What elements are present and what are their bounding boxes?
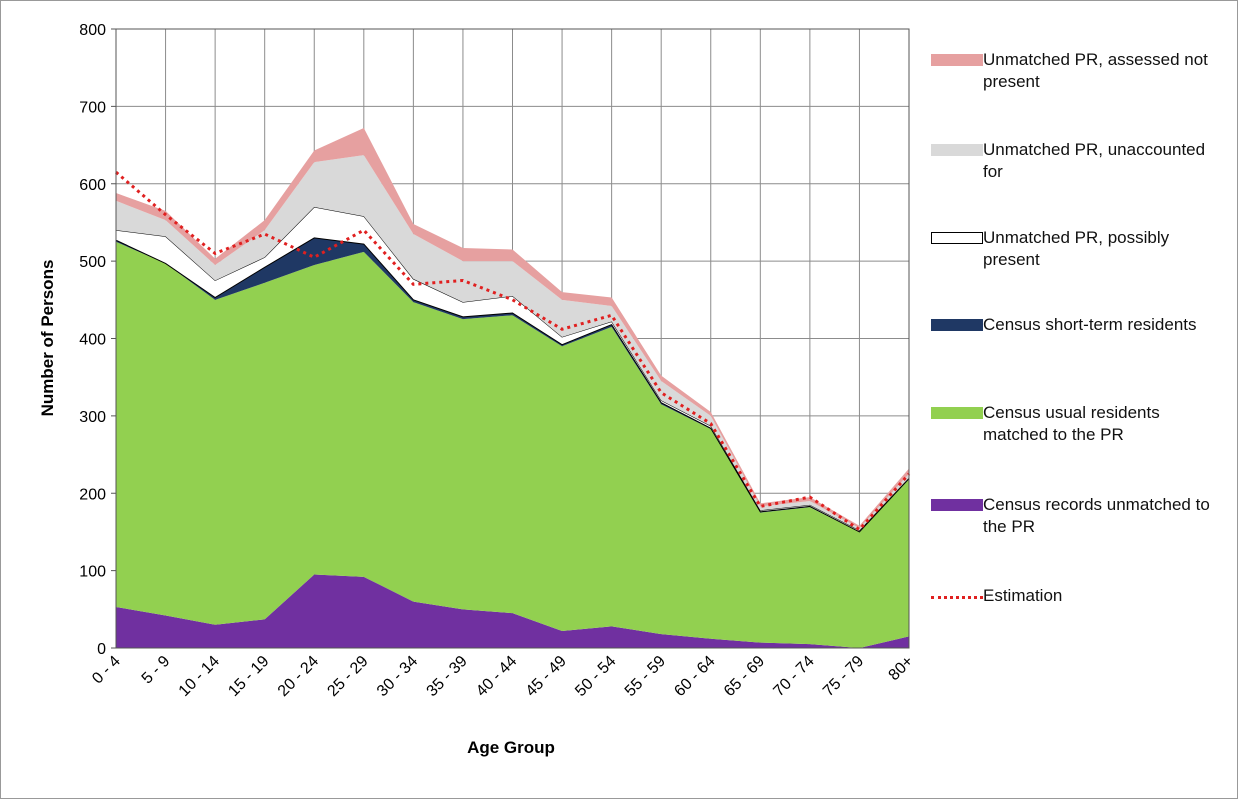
legend-swatch bbox=[931, 232, 983, 244]
legend-label: Census short-term residents bbox=[983, 315, 1197, 334]
y-tick-label: 100 bbox=[79, 564, 106, 581]
y-tick-label: 300 bbox=[79, 409, 106, 426]
x-tick-label: 40 - 44 bbox=[473, 653, 520, 700]
x-tick-label: 55 - 59 bbox=[622, 653, 669, 700]
legend-swatch bbox=[931, 499, 983, 511]
y-tick-label: 200 bbox=[79, 486, 106, 503]
x-tick-label: 10 - 14 bbox=[176, 653, 223, 700]
x-tick-label: 0 - 4 bbox=[89, 653, 124, 688]
x-tick-label: 80+ bbox=[886, 653, 917, 684]
x-tick-label: 15 - 19 bbox=[225, 653, 272, 700]
legend-item: Census short-term residents bbox=[931, 314, 1213, 336]
x-tick-label: 30 - 34 bbox=[374, 653, 421, 700]
legend-label: Unmatched PR, assessed not present bbox=[983, 50, 1208, 91]
legend-item: Unmatched PR, assessed not present bbox=[931, 49, 1213, 93]
legend-label: Estimation bbox=[983, 586, 1063, 605]
legend-label: Census usual residents matched to the PR bbox=[983, 403, 1160, 444]
chart: Age Group Number of Persons 0 100 200 300 40… bbox=[38, 22, 917, 757]
x-tick-label: 60 - 64 bbox=[671, 653, 718, 700]
y-tick-label: 600 bbox=[79, 177, 106, 194]
y-tick-label: 0 bbox=[97, 641, 106, 658]
x-tick-label: 65 - 69 bbox=[721, 653, 768, 700]
y-tick-label: 700 bbox=[79, 99, 106, 116]
x-axis-title: Age Group bbox=[467, 738, 555, 757]
legend-swatch bbox=[931, 144, 983, 156]
y-axis-title: Number of Persons bbox=[38, 260, 57, 417]
y-tick-label: 500 bbox=[79, 254, 106, 271]
legend-item: Unmatched PR, possibly present bbox=[931, 227, 1213, 271]
legend-swatch bbox=[931, 407, 983, 419]
plot-border bbox=[115, 28, 910, 649]
x-tick-label: 25 - 29 bbox=[324, 653, 371, 700]
estimation-line bbox=[115, 171, 911, 532]
legend-swatch bbox=[931, 54, 983, 66]
x-tick-label: 20 - 24 bbox=[275, 653, 322, 700]
legend-swatch bbox=[931, 596, 983, 599]
area bbox=[116, 241, 909, 648]
area bbox=[116, 574, 909, 648]
legend-item: Estimation bbox=[931, 585, 1213, 607]
x-tick-label: 5 - 9 bbox=[139, 653, 174, 688]
legend-item: Census records unmatched to the PR bbox=[931, 494, 1213, 538]
x-tick-label: 75 - 79 bbox=[820, 653, 867, 700]
legend-item: Unmatched PR, unaccounted for bbox=[931, 139, 1213, 183]
x-tick-label: 35 - 39 bbox=[424, 653, 471, 700]
legend-label: Unmatched PR, possibly present bbox=[983, 228, 1170, 269]
legend-swatch bbox=[931, 319, 983, 331]
x-tick-label: 50 - 54 bbox=[572, 653, 619, 700]
legend-label: Census records unmatched to the PR bbox=[983, 495, 1210, 536]
y-tick-label: 400 bbox=[79, 332, 106, 349]
legend-label: Unmatched PR, unaccounted for bbox=[983, 140, 1206, 181]
x-tick-label: 70 - 74 bbox=[770, 653, 817, 700]
legend-item: Census usual residents matched to the PR bbox=[931, 402, 1213, 446]
y-tick-label: 800 bbox=[79, 22, 106, 39]
x-tick-label: 45 - 49 bbox=[523, 653, 570, 700]
